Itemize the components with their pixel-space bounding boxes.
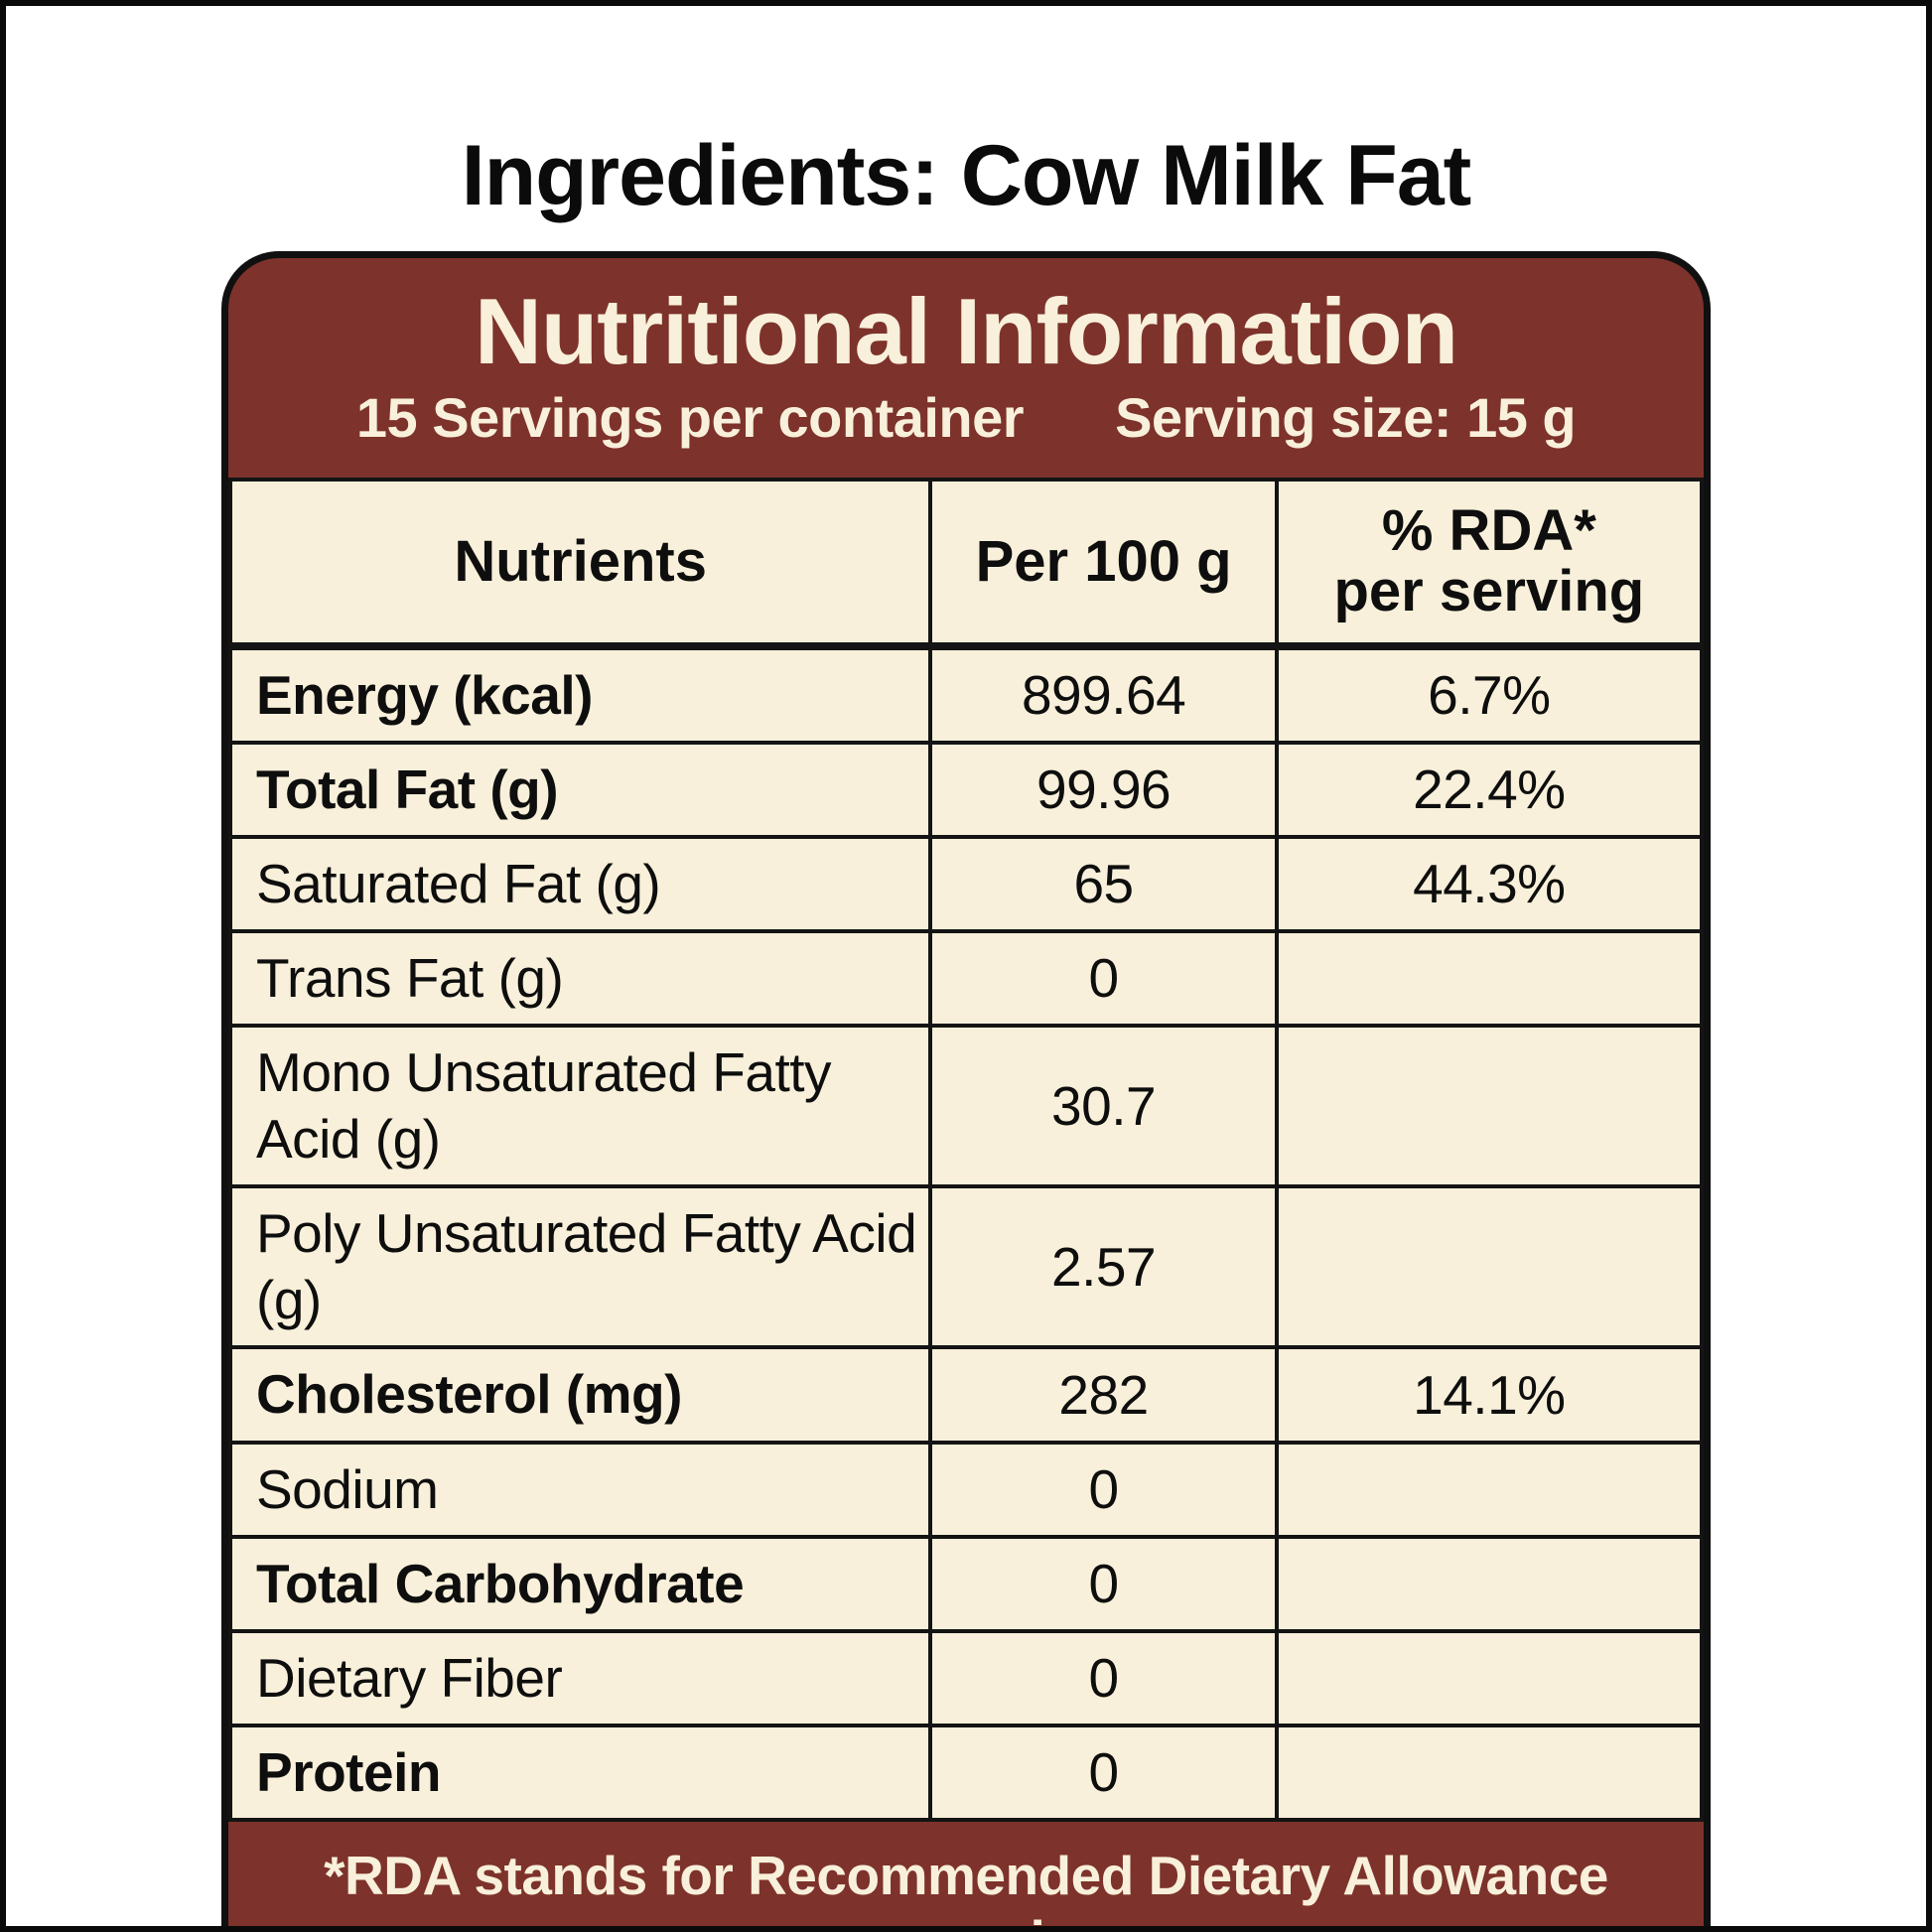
rda-value: [1274, 928, 1704, 1029]
per100-value: 2.57: [928, 1184, 1279, 1350]
per100-value: 0: [928, 928, 1279, 1029]
per100-value: 30.7: [928, 1024, 1279, 1189]
rda-value: 44.3%: [1274, 834, 1704, 933]
nutrient-name: Energy (kcal): [228, 643, 933, 745]
col-header-rda-line2: per serving: [1333, 558, 1645, 623]
per100-value: 0: [928, 1723, 1279, 1822]
rda-value: 6.7%: [1274, 643, 1704, 745]
nutrition-table: Nutrients Per 100 g % RDA* per serving E…: [228, 477, 1704, 1822]
table-row: Cholesterol (mg) 282 14.1%: [228, 1345, 1704, 1445]
per100-value: 0: [928, 1534, 1279, 1633]
rda-footnote: *RDA stands for Recommended Dietary Allo…: [298, 1844, 1634, 1926]
per100-value: 899.64: [928, 643, 1279, 745]
serving-size: Serving size: 15 g: [1115, 385, 1577, 449]
rda-value: [1274, 1628, 1704, 1727]
table-row: Dietary Fiber 0: [228, 1628, 1704, 1727]
per100-value: 0: [928, 1628, 1279, 1727]
table-row: Energy (kcal) 899.64 6.7%: [228, 643, 1704, 745]
table-row: Total Fat (g) 99.96 22.4%: [228, 740, 1704, 839]
rda-value: 22.4%: [1274, 740, 1704, 839]
nutrient-name: Sodium: [228, 1440, 933, 1539]
table-row: Sodium 0: [228, 1440, 1704, 1539]
rda-value: [1274, 1723, 1704, 1822]
table-row: Trans Fat (g) 0: [228, 928, 1704, 1029]
table-row: Total Carbohydrate 0: [228, 1534, 1704, 1633]
nutrient-name: Total Fat (g): [228, 740, 933, 839]
rda-value: [1274, 1534, 1704, 1633]
table-row: Protein 0: [228, 1723, 1704, 1822]
rda-value: [1274, 1184, 1704, 1350]
nutrient-name: Trans Fat (g): [228, 928, 933, 1029]
col-header-per100: Per 100 g: [928, 477, 1279, 650]
rda-value: [1274, 1024, 1704, 1189]
col-header-nutrients: Nutrients: [228, 477, 933, 650]
nutrient-name: Total Carbohydrate: [228, 1534, 933, 1633]
col-header-rda-line1: % RDA*: [1381, 497, 1596, 563]
nutrition-label: Nutritional Information 15 Servings per …: [221, 251, 1711, 1926]
nutrient-name: Cholesterol (mg): [228, 1345, 933, 1445]
table-row: Poly Unsaturated Fatty Acid (g) 2.57: [228, 1184, 1704, 1350]
servings-row: 15 Servings per container Serving size: …: [242, 385, 1690, 462]
nutrient-name: Saturated Fat (g): [228, 834, 933, 933]
rda-footnote-line2: per serving: [821, 1909, 1111, 1926]
nutrient-name: Poly Unsaturated Fatty Acid (g): [228, 1184, 933, 1350]
label-title: Nutritional Information: [474, 279, 1458, 383]
nutrient-name: Mono Unsaturated Fatty Acid (g): [228, 1024, 933, 1189]
nutrient-name: Protein: [228, 1723, 933, 1822]
table-row: Saturated Fat (g) 65 44.3%: [228, 834, 1704, 933]
table-row: Mono Unsaturated Fatty Acid (g) 30.7: [228, 1024, 1704, 1189]
rda-value: [1274, 1440, 1704, 1539]
rda-footnote-line1: *RDA stands for Recommended Dietary Allo…: [324, 1844, 1608, 1906]
rda-value: 14.1%: [1274, 1345, 1704, 1445]
nutrient-name: Dietary Fiber: [228, 1628, 933, 1727]
table-header-row: Nutrients Per 100 g % RDA* per serving: [228, 477, 1704, 650]
label-footer: *RDA stands for Recommended Dietary Allo…: [228, 1822, 1704, 1926]
col-header-rda: % RDA* per serving: [1274, 477, 1704, 650]
ingredients-title: Ingredients: Cow Milk Fat: [461, 128, 1472, 223]
servings-per-container: 15 Servings per container: [355, 385, 1025, 449]
per100-value: 282: [928, 1345, 1279, 1445]
per100-value: 0: [928, 1440, 1279, 1539]
per100-value: 99.96: [928, 740, 1279, 839]
label-header: Nutritional Information 15 Servings per …: [228, 258, 1704, 478]
per100-value: 65: [928, 834, 1279, 933]
